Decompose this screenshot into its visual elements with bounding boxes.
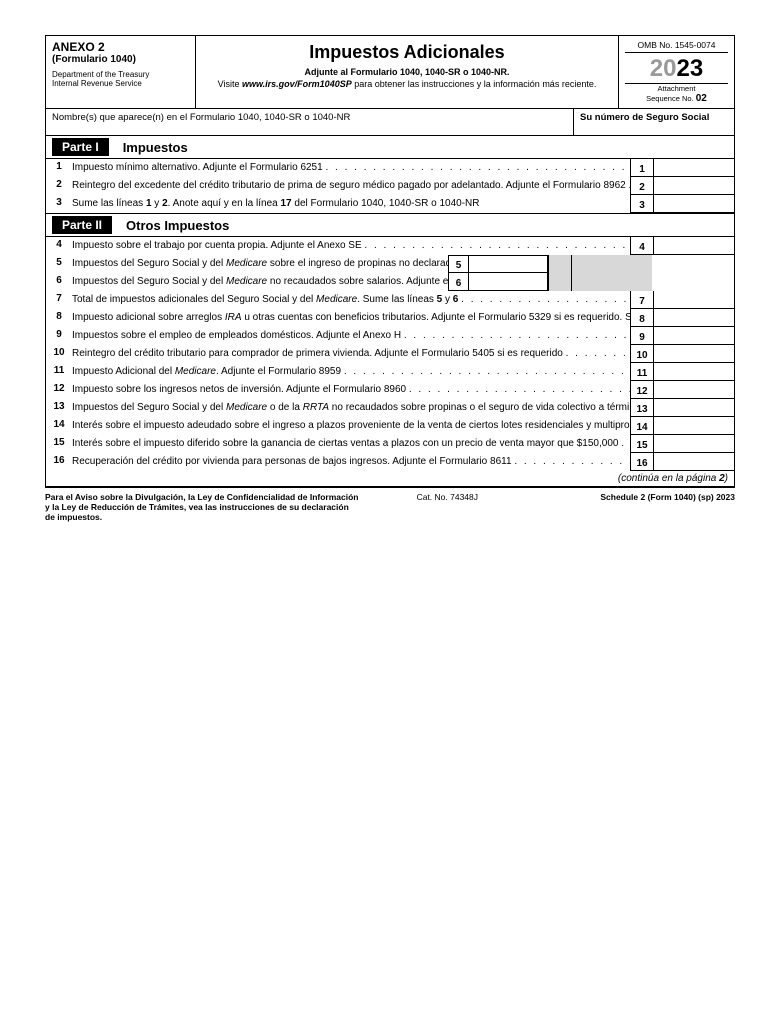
line-15: 15 Interés sobre el impuesto diferido so… [46,435,734,453]
part-1-header: Parte I Impuestos [46,136,734,159]
line-7: 7 Total de impuestos adicionales del Seg… [46,291,734,309]
line-14: 14 Interés sobre el impuesto adeudado so… [46,417,734,435]
attachment-seq: Attachment Sequence No. 02 [625,83,728,104]
part-2-tag: Parte II [52,216,112,234]
line-5: 5 Impuestos del Seguro Social y del Medi… [46,255,734,273]
line-13: 13 Impuestos del Seguro Social y del Med… [46,399,734,417]
line-4-value[interactable] [654,237,734,255]
anexo-label: ANEXO 2 [52,40,189,54]
part-2-header: Parte II Otros Impuestos [46,213,734,237]
header-left: ANEXO 2 (Formulario 1040) Department of … [46,36,196,108]
header-center: Impuestos Adicionales Adjunte al Formula… [196,36,619,108]
line-12: 12 Impuesto sobre los ingresos netos de … [46,381,734,399]
line-2: 2 Reintegro del excedente del crédito tr… [46,177,734,195]
line-11: 11 Impuesto Adicional del Medicare. Adju… [46,363,734,381]
line-1: 1 Impuesto mínimo alternativo. Adjunte e… [46,159,734,177]
line-13-value[interactable] [654,399,734,417]
line-15-value[interactable] [654,435,734,453]
part-1-lines: 1 Impuesto mínimo alternativo. Adjunte e… [46,159,734,213]
line-9: 9 Impuestos sobre el empleo de empleados… [46,327,734,345]
department: Department of the Treasury Internal Reve… [52,71,189,89]
tax-year: 2023 [625,55,728,83]
line-12-value[interactable] [654,381,734,399]
part-2-lines: 4 Impuesto sobre el trabajo por cuenta p… [46,237,734,471]
footer-form-ref: Schedule 2 (Form 1040) (sp) 2023 [526,492,735,522]
line-1-value[interactable] [654,159,734,177]
part-1-title: Impuestos [123,140,188,155]
line-16: 16 Recuperación del crédito por vivienda… [46,453,734,471]
header-right: OMB No. 1545-0074 2023 Attachment Sequen… [619,36,734,108]
form-number: (Formulario 1040) [52,54,189,65]
subtitle-2: Visite www.irs.gov/Form1040SP para obten… [202,79,612,89]
header-row: ANEXO 2 (Formulario 1040) Department of … [46,36,734,109]
line-10-value[interactable] [654,345,734,363]
line-8: 8 Impuesto adicional sobre arreglos IRA … [46,309,734,327]
form-title: Impuestos Adicionales [202,42,612,63]
omb-number: OMB No. 1545-0074 [625,40,728,53]
form-container: ANEXO 2 (Formulario 1040) Department of … [45,35,735,487]
line-7-value[interactable] [654,291,734,309]
footer-catalog: Cat. No. 74348J [369,492,526,522]
part-2-title: Otros Impuestos [126,218,229,233]
line-16-value[interactable] [654,453,734,471]
name-ssn-row: Nombre(s) que aparece(n) en el Formulari… [46,109,734,136]
line-4: 4 Impuesto sobre el trabajo por cuenta p… [46,237,734,255]
line-3: 3 Sume las líneas 1 y 2. Anote aquí y en… [46,195,734,213]
line-9-value[interactable] [654,327,734,345]
line-10: 10 Reintegro del crédito tributario para… [46,345,734,363]
line-11-value[interactable] [654,363,734,381]
footer-disclosure: Para el Aviso sobre la Divulgación, la L… [45,492,369,522]
continue-note: (continúa en la página 2) [46,471,734,486]
part-1-tag: Parte I [52,138,109,156]
subtitle-1: Adjunte al Formulario 1040, 1040-SR o 10… [202,67,612,77]
line-6: 6 Impuestos del Seguro Social y del Medi… [46,273,734,291]
line-2-value[interactable] [654,177,734,195]
name-field-label[interactable]: Nombre(s) que aparece(n) en el Formulari… [46,109,574,135]
line-5-value[interactable] [468,255,548,273]
line-14-value[interactable] [654,417,734,435]
line-8-value[interactable] [654,309,734,327]
line-3-value[interactable] [654,195,734,213]
line-6-value[interactable] [468,273,548,291]
ssn-field-label[interactable]: Su número de Seguro Social [574,109,734,135]
form-footer: Para el Aviso sobre la Divulgación, la L… [45,487,735,522]
